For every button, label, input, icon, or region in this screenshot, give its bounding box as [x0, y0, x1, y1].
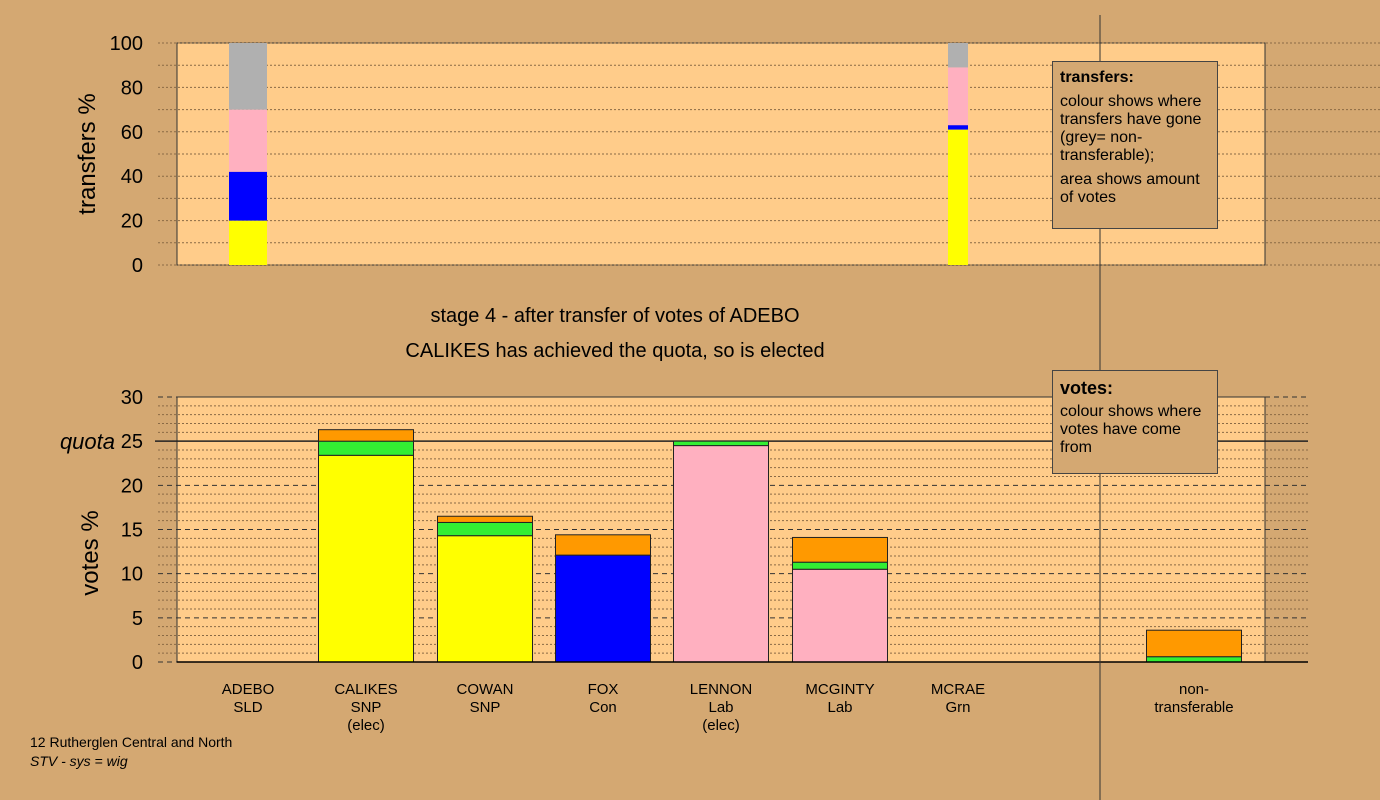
- category-label: Grn: [945, 699, 970, 716]
- transfers-bar-segment: [948, 67, 968, 126]
- category-label: MCGINTY: [805, 681, 874, 698]
- transfers-bar-segment: [229, 43, 267, 110]
- transfers-bar-segment: [229, 109, 267, 172]
- votes-bar-segment: [318, 440, 414, 456]
- transfers-legend-area-text: area shows amount of votes: [1060, 171, 1200, 206]
- footer-system: STV - sys = wig: [30, 753, 128, 769]
- transfers-legend: transfers: colour shows where transfers …: [1052, 61, 1218, 229]
- category-label: LENNON: [690, 681, 753, 698]
- votes-bar-segment: [792, 536, 888, 563]
- transfers-y-tick-label: 0: [132, 255, 143, 277]
- transfers-bar-segment: [229, 220, 267, 265]
- stage-title: stage 4 - after transfer of votes of ADE…: [430, 305, 800, 327]
- transfers-legend-colour-text: colour shows where transfers have gone (…: [1060, 93, 1202, 164]
- stage-subtitle: CALIKES has achieved the quota, so is el…: [405, 340, 825, 362]
- transfers-y-tick-label: 20: [121, 211, 143, 233]
- category-label: CALIKES: [334, 681, 397, 698]
- category-label: Lab: [708, 699, 733, 716]
- votes-bar-segment: [318, 454, 414, 663]
- category-label: Con: [589, 699, 617, 716]
- votes-bar-segment: [437, 535, 533, 663]
- votes-bar-segment: [673, 445, 769, 663]
- votes-legend-colour-text: colour shows where votes have come from: [1060, 403, 1202, 456]
- transfers-bar-segment: [948, 43, 968, 68]
- votes-y-tick-label: 5: [132, 608, 143, 630]
- transfers-legend-title: transfers:: [1060, 69, 1134, 86]
- votes-bar-segment: [792, 568, 888, 663]
- votes-y-tick-label: 30: [121, 387, 143, 409]
- votes-bar-segment: [1146, 656, 1242, 663]
- transfers-y-tick-label: 100: [110, 33, 143, 55]
- votes-bar-segment: [673, 440, 769, 447]
- votes-y-tick-label: 20: [121, 475, 143, 497]
- category-label: transferable: [1154, 699, 1233, 716]
- votes-y-tick-label: 15: [121, 520, 143, 542]
- votes-bar-segment: [437, 515, 533, 523]
- votes-bar-segment: [437, 521, 533, 537]
- votes-bar-segment: [1146, 629, 1242, 658]
- votes-legend-title: votes:: [1060, 378, 1114, 398]
- transfers-y-axis-label: transfers %: [74, 93, 101, 214]
- votes-y-tick-label: 10: [121, 564, 143, 586]
- category-label: Lab: [827, 699, 852, 716]
- transfers-y-tick-label: 60: [121, 122, 143, 144]
- quota-label: quota: [60, 429, 115, 454]
- category-label: (elec): [702, 717, 740, 734]
- transfers-y-tick-label: 40: [121, 166, 143, 188]
- category-label: COWAN: [457, 681, 514, 698]
- footer-ward: 12 Rutherglen Central and North: [30, 734, 233, 750]
- votes-bar-segment: [555, 534, 651, 556]
- transfers-bar-segment: [948, 129, 968, 265]
- transfers-y-tick-label: 80: [121, 77, 143, 99]
- votes-bar-segment: [318, 429, 414, 442]
- category-label: FOX: [588, 681, 619, 698]
- votes-y-tick-label: 0: [132, 652, 143, 674]
- votes-bar-segment: [555, 554, 651, 663]
- votes-y-tick-label: 25: [121, 431, 143, 453]
- transfers-bar-segment: [229, 171, 267, 221]
- category-label: SLD: [233, 699, 262, 716]
- votes-bar-segment: [792, 561, 888, 570]
- transfers-bar-segment: [948, 125, 968, 130]
- votes-y-axis-label: votes %: [77, 510, 104, 595]
- category-label: non-: [1179, 681, 1209, 698]
- votes-legend: votes: colour shows where votes have com…: [1052, 370, 1218, 474]
- category-label: ADEBO: [222, 681, 275, 698]
- category-label: SNP: [351, 699, 382, 716]
- category-label: SNP: [470, 699, 501, 716]
- category-label: MCRAE: [931, 681, 985, 698]
- category-label: (elec): [347, 717, 385, 734]
